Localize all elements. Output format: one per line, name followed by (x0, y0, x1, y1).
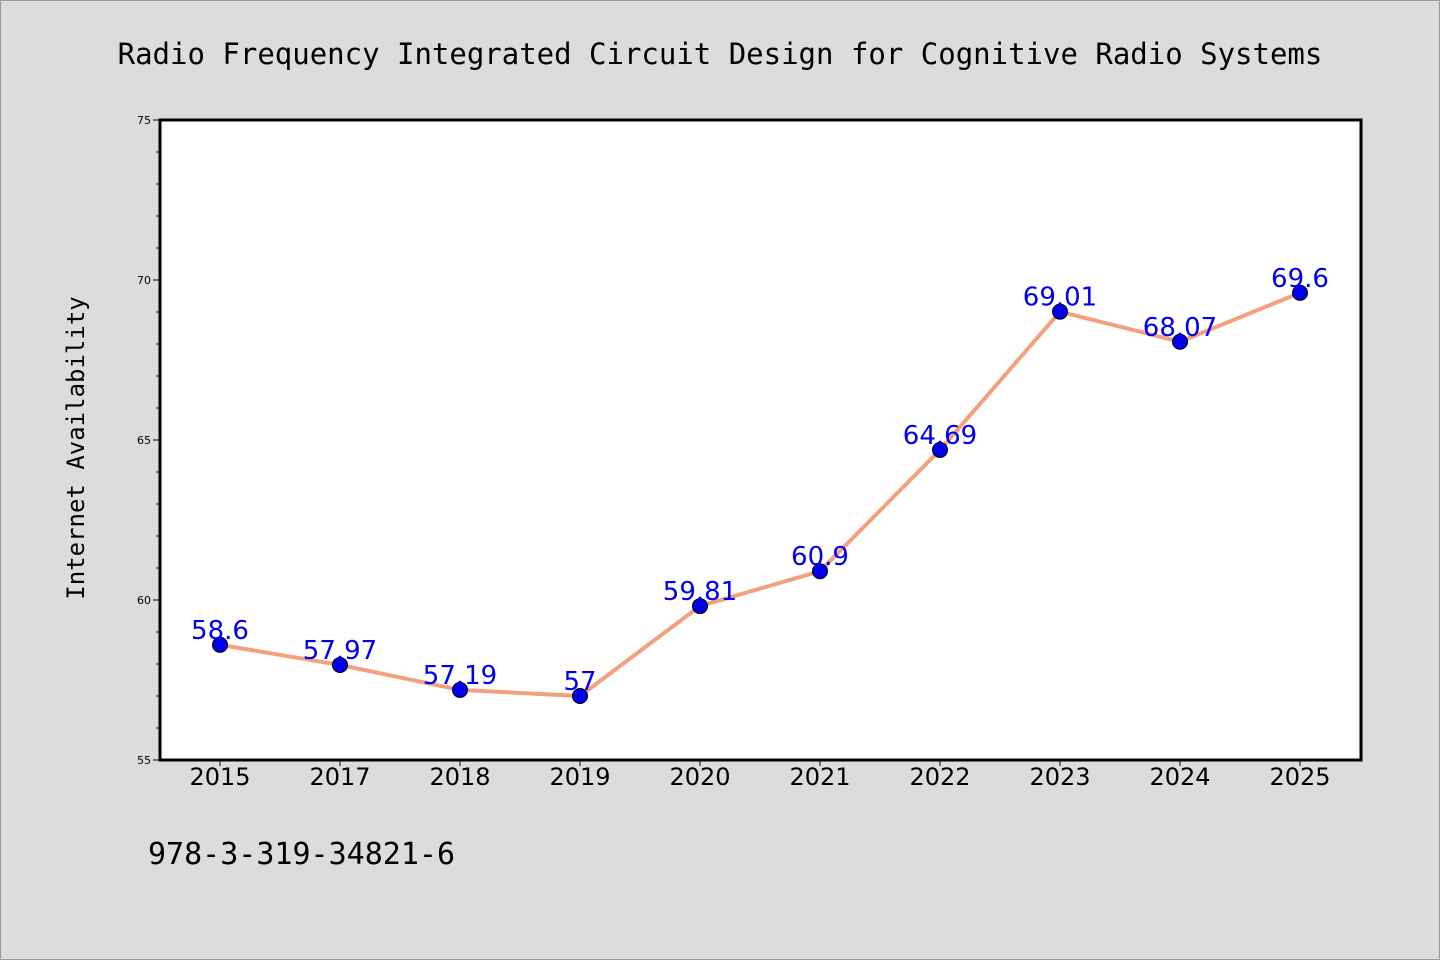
data-point (452, 681, 468, 698)
x-tick-label: 2015 (189, 763, 250, 791)
y-tick-label: 75 (137, 114, 151, 127)
y-axis-label: Internet Availability (62, 296, 90, 599)
series-line (218, 290, 1302, 698)
data-point (1052, 303, 1068, 320)
x-tick-label: 2023 (1029, 763, 1090, 791)
x-tick-label: 2022 (909, 763, 970, 791)
data-point (812, 563, 828, 580)
data-point (692, 598, 708, 615)
series-markers (212, 284, 1308, 704)
y-tick-label: 70 (137, 274, 151, 287)
x-tick-label: 2019 (549, 763, 610, 791)
data-labels: 58.6 57.97 57.19 57 59.81 60.9 64.69 69.01 68.07… (191, 264, 1329, 697)
x-tick-label: 2025 (1269, 763, 1330, 791)
data-label: 64.69 (903, 421, 977, 451)
data-point (212, 636, 228, 653)
data-point (932, 441, 948, 458)
x-tick-label: 2017 (309, 763, 370, 791)
x-tick-label: 2018 (429, 763, 490, 791)
data-label: 58.6 (191, 616, 249, 646)
plot-area (160, 120, 1361, 760)
data-label: 57 (563, 667, 596, 697)
x-tick-label: 2021 (789, 763, 850, 791)
chart-title: Radio Frequency Integrated Circuit Desig… (118, 37, 1323, 71)
x-tick-label: 2024 (1149, 763, 1210, 791)
data-point (1172, 333, 1188, 350)
data-label: 59.81 (663, 577, 737, 607)
data-label: 68.07 (1143, 313, 1217, 343)
x-tick-label: 2020 (669, 763, 730, 791)
data-label: 60.9 (791, 542, 849, 572)
data-label: 69.6 (1271, 264, 1329, 294)
y-tick-label: 65 (137, 434, 151, 447)
data-point (332, 656, 348, 673)
data-label: 69.01 (1023, 283, 1097, 313)
x-axis-ticks: 2015 2017 2018 2019 2020 2021 2022 2023 2024 2025 (189, 760, 1331, 791)
isbn-footer: 978-3-319-34821-6 (148, 837, 455, 872)
y-tick-label: 60 (137, 594, 151, 607)
data-label: 57.97 (303, 636, 377, 666)
data-point (572, 688, 588, 704)
data-point (1292, 284, 1308, 301)
y-axis-ticks: 55 60 65 70 75 (137, 114, 161, 767)
data-label: 57.19 (423, 661, 497, 691)
plot-frame (158, 118, 1363, 762)
y-tick-label: 55 (137, 754, 151, 767)
